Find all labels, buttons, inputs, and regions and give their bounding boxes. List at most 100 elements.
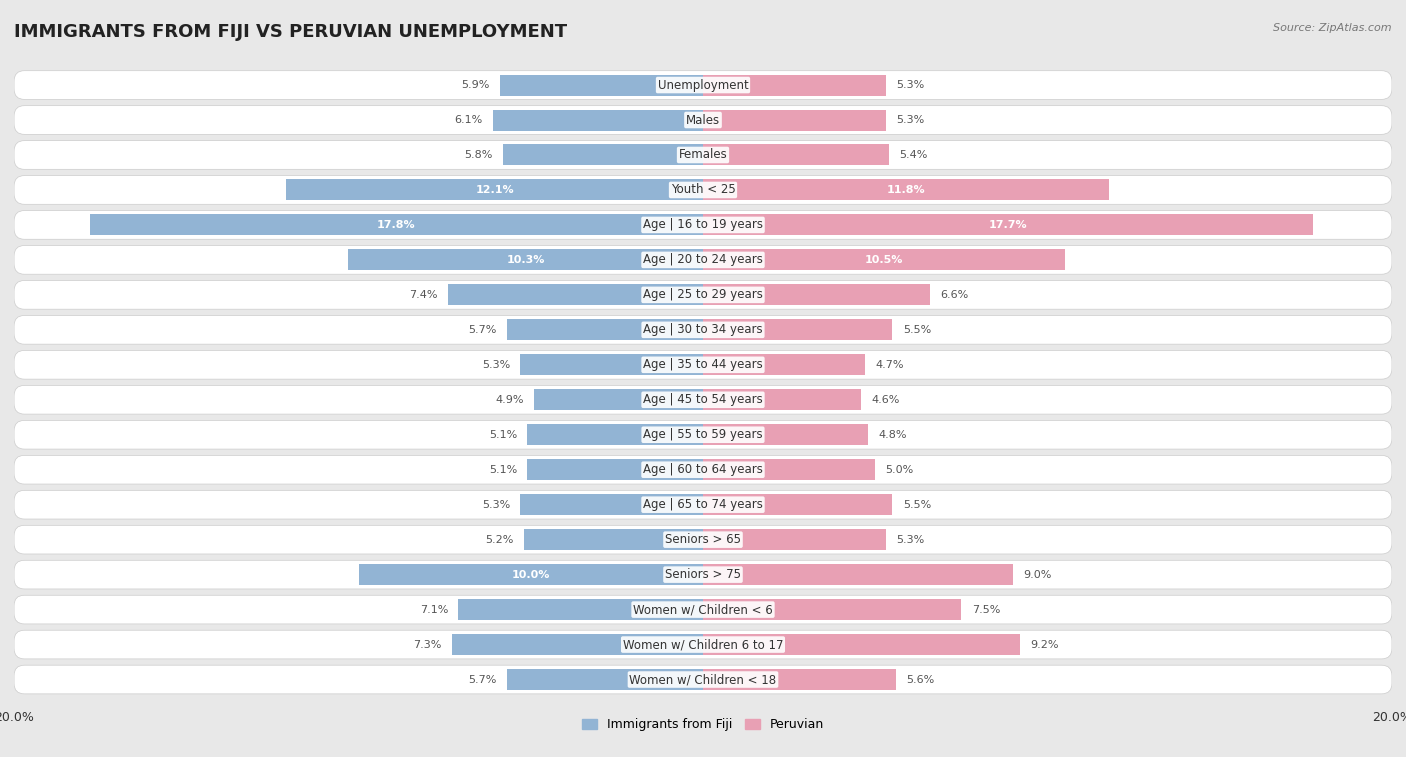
Text: 4.8%: 4.8% — [879, 430, 907, 440]
FancyBboxPatch shape — [14, 665, 1392, 694]
Text: Age | 60 to 64 years: Age | 60 to 64 years — [643, 463, 763, 476]
Text: 9.0%: 9.0% — [1024, 569, 1052, 580]
Bar — [90, 214, 703, 235]
Text: IMMIGRANTS FROM FIJI VS PERUVIAN UNEMPLOYMENT: IMMIGRANTS FROM FIJI VS PERUVIAN UNEMPLO… — [14, 23, 567, 41]
Bar — [703, 145, 889, 166]
FancyBboxPatch shape — [14, 456, 1392, 484]
Text: 5.8%: 5.8% — [464, 150, 494, 160]
FancyBboxPatch shape — [14, 420, 1392, 449]
Bar — [703, 424, 869, 445]
Bar — [703, 564, 1012, 585]
Text: 5.3%: 5.3% — [482, 500, 510, 509]
Bar — [703, 389, 862, 410]
Text: 10.0%: 10.0% — [512, 569, 550, 580]
Text: 5.1%: 5.1% — [489, 465, 517, 475]
Text: Females: Females — [679, 148, 727, 161]
Text: Age | 45 to 54 years: Age | 45 to 54 years — [643, 394, 763, 407]
Legend: Immigrants from Fiji, Peruvian: Immigrants from Fiji, Peruvian — [576, 713, 830, 737]
Text: Age | 16 to 19 years: Age | 16 to 19 years — [643, 219, 763, 232]
Text: Unemployment: Unemployment — [658, 79, 748, 92]
Bar — [703, 285, 931, 305]
FancyBboxPatch shape — [14, 176, 1392, 204]
Text: Age | 25 to 29 years: Age | 25 to 29 years — [643, 288, 763, 301]
Bar — [458, 599, 703, 620]
Text: Age | 20 to 24 years: Age | 20 to 24 years — [643, 254, 763, 266]
Text: 6.6%: 6.6% — [941, 290, 969, 300]
Text: Women w/ Children < 6: Women w/ Children < 6 — [633, 603, 773, 616]
FancyBboxPatch shape — [14, 385, 1392, 414]
Bar — [520, 354, 703, 375]
FancyBboxPatch shape — [14, 491, 1392, 519]
FancyBboxPatch shape — [14, 595, 1392, 624]
Text: 5.2%: 5.2% — [485, 534, 513, 544]
Text: 5.0%: 5.0% — [886, 465, 914, 475]
Text: 5.7%: 5.7% — [468, 325, 496, 335]
Text: Source: ZipAtlas.com: Source: ZipAtlas.com — [1274, 23, 1392, 33]
Bar — [703, 459, 875, 480]
Bar — [703, 110, 886, 130]
Text: Males: Males — [686, 114, 720, 126]
Text: 9.2%: 9.2% — [1031, 640, 1059, 650]
Bar — [703, 319, 893, 341]
Bar — [703, 179, 1109, 201]
Bar — [527, 424, 703, 445]
Bar — [527, 459, 703, 480]
FancyBboxPatch shape — [14, 316, 1392, 344]
Bar — [449, 285, 703, 305]
Bar — [703, 74, 886, 95]
Text: Youth < 25: Youth < 25 — [671, 183, 735, 197]
Text: 5.3%: 5.3% — [896, 80, 924, 90]
Text: Seniors > 65: Seniors > 65 — [665, 533, 741, 546]
Text: 4.6%: 4.6% — [872, 394, 900, 405]
Text: 10.3%: 10.3% — [506, 255, 544, 265]
Bar — [703, 529, 886, 550]
Text: 7.4%: 7.4% — [409, 290, 437, 300]
Text: Age | 65 to 74 years: Age | 65 to 74 years — [643, 498, 763, 511]
FancyBboxPatch shape — [14, 350, 1392, 379]
FancyBboxPatch shape — [14, 106, 1392, 134]
Text: Women w/ Children 6 to 17: Women w/ Children 6 to 17 — [623, 638, 783, 651]
Text: 17.7%: 17.7% — [988, 220, 1028, 230]
Text: 5.3%: 5.3% — [896, 115, 924, 125]
Bar — [703, 494, 893, 516]
Bar — [703, 669, 896, 690]
FancyBboxPatch shape — [14, 210, 1392, 239]
Text: 12.1%: 12.1% — [475, 185, 515, 195]
Text: Age | 55 to 59 years: Age | 55 to 59 years — [643, 428, 763, 441]
Text: 7.5%: 7.5% — [972, 605, 1000, 615]
Bar — [524, 529, 703, 550]
Text: 5.4%: 5.4% — [900, 150, 928, 160]
Bar — [534, 389, 703, 410]
Text: 5.1%: 5.1% — [489, 430, 517, 440]
Text: Age | 35 to 44 years: Age | 35 to 44 years — [643, 358, 763, 371]
Text: 7.1%: 7.1% — [420, 605, 449, 615]
Text: 4.9%: 4.9% — [495, 394, 524, 405]
Text: 5.6%: 5.6% — [907, 674, 935, 684]
Text: 11.8%: 11.8% — [887, 185, 925, 195]
Text: Women w/ Children < 18: Women w/ Children < 18 — [630, 673, 776, 686]
Bar — [494, 110, 703, 130]
Bar — [287, 179, 703, 201]
Text: 5.5%: 5.5% — [903, 325, 931, 335]
Text: 5.3%: 5.3% — [896, 534, 924, 544]
Bar — [520, 494, 703, 516]
Text: 4.7%: 4.7% — [875, 360, 904, 370]
Text: Seniors > 75: Seniors > 75 — [665, 568, 741, 581]
Bar — [703, 599, 962, 620]
Bar — [703, 634, 1019, 655]
Bar — [451, 634, 703, 655]
FancyBboxPatch shape — [14, 560, 1392, 589]
FancyBboxPatch shape — [14, 525, 1392, 554]
FancyBboxPatch shape — [14, 631, 1392, 659]
Bar — [703, 214, 1313, 235]
Text: 5.7%: 5.7% — [468, 674, 496, 684]
Text: 10.5%: 10.5% — [865, 255, 903, 265]
Bar — [506, 319, 703, 341]
Bar — [703, 354, 865, 375]
Text: 7.3%: 7.3% — [413, 640, 441, 650]
Text: 5.5%: 5.5% — [903, 500, 931, 509]
Text: 5.9%: 5.9% — [461, 80, 489, 90]
Text: 6.1%: 6.1% — [454, 115, 482, 125]
Bar — [359, 564, 703, 585]
FancyBboxPatch shape — [14, 245, 1392, 274]
